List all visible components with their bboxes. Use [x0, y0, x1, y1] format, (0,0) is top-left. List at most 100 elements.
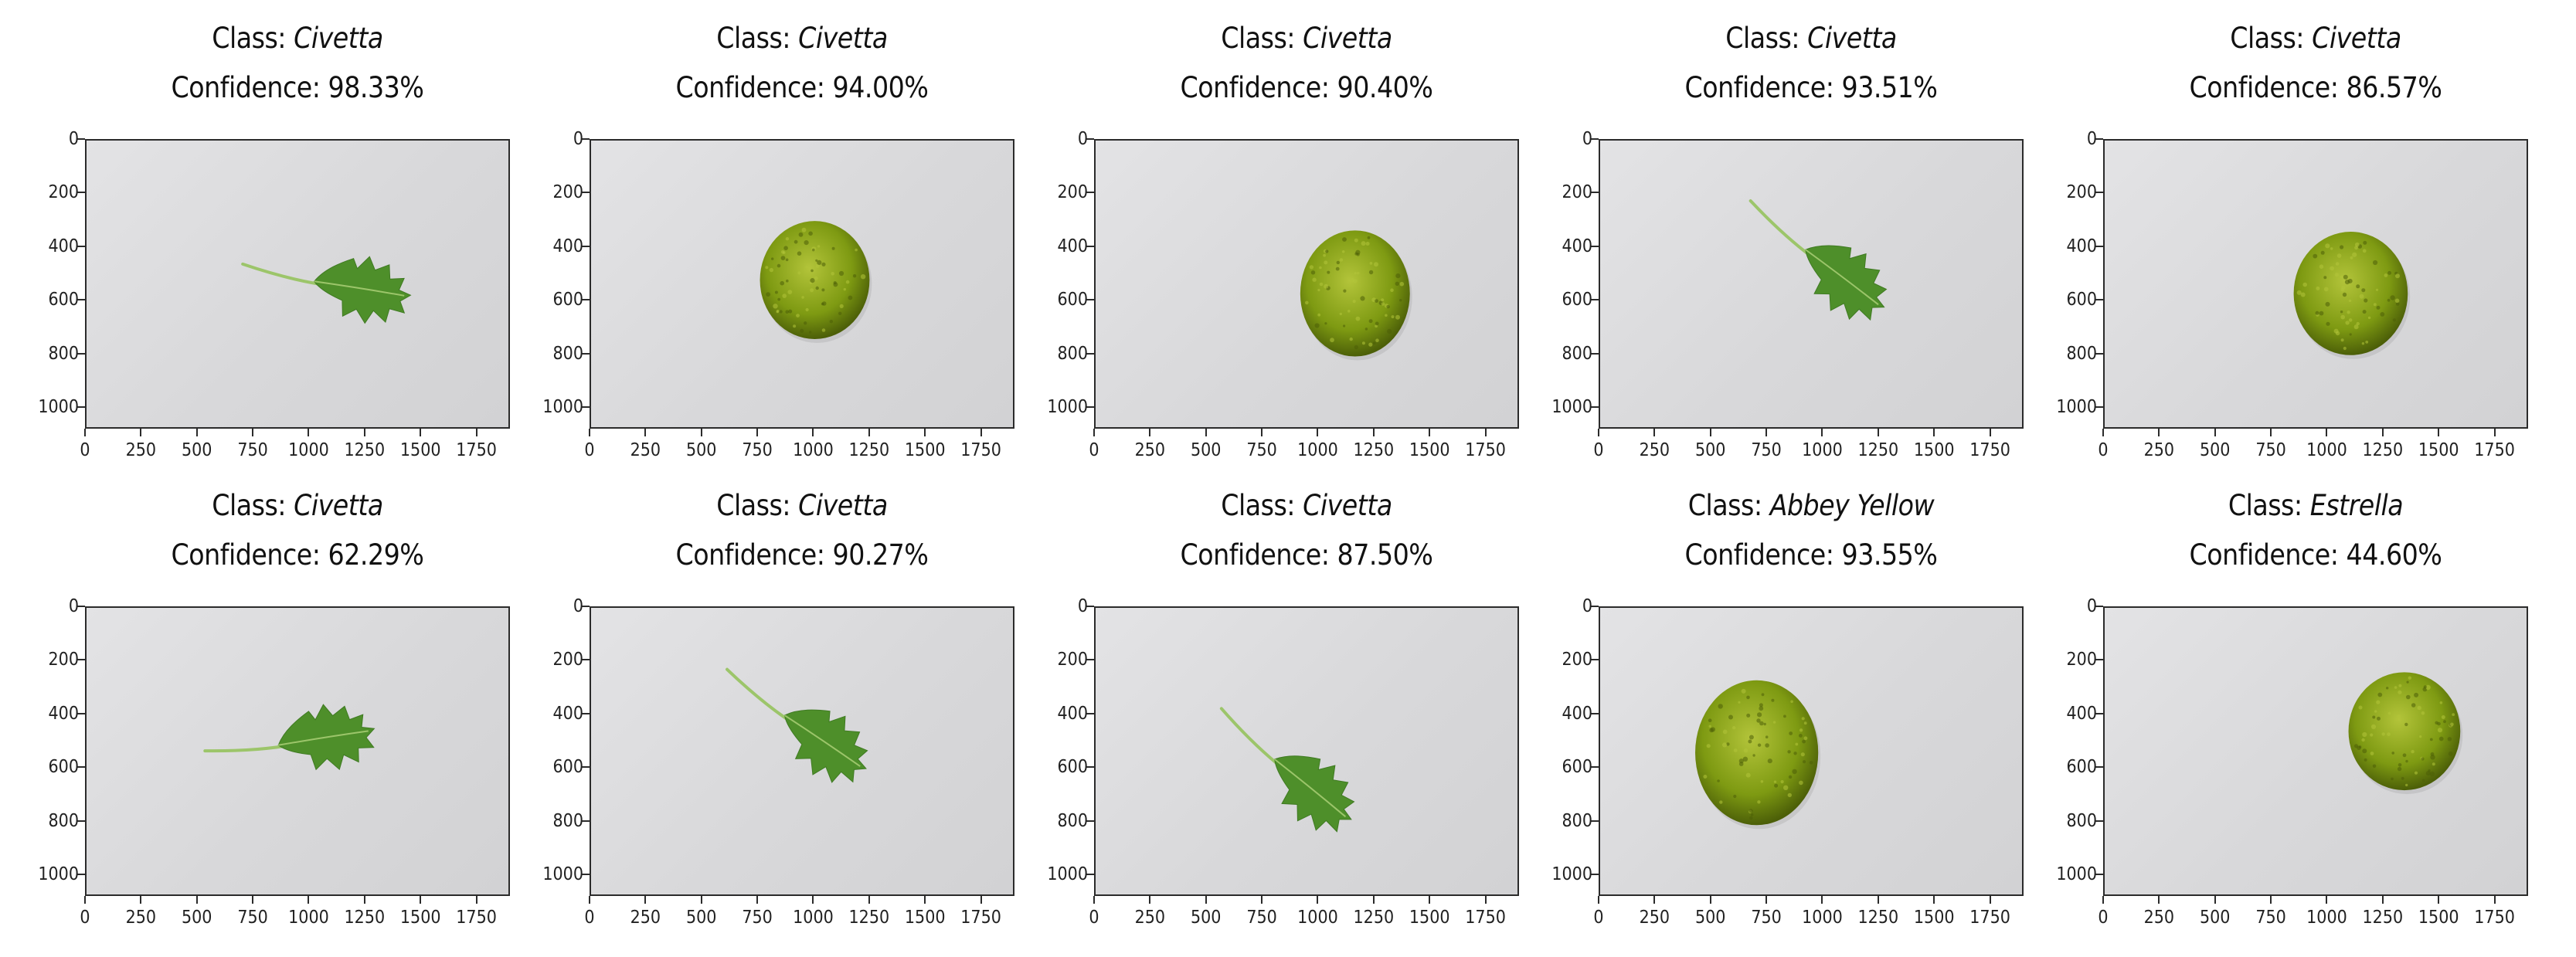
confidence-value: 94.00% [832, 71, 929, 104]
sample-image [1599, 139, 2024, 429]
x-tick-label: 0 [80, 908, 90, 928]
y-tick [1591, 712, 1599, 714]
y-tick-label: 600 [1562, 290, 1593, 311]
y-tick-label: 400 [1562, 703, 1593, 724]
class-label: Class: Abbey Yellow [1599, 484, 2024, 528]
y-tick-label: 400 [2066, 703, 2098, 724]
class-prefix: Class: [1221, 489, 1303, 522]
x-tick [420, 896, 422, 904]
x-tick [195, 429, 198, 436]
x-tick [700, 429, 702, 436]
x-tick-label: 1500 [1409, 440, 1450, 460]
y-tick-label: 0 [1582, 596, 1592, 616]
y-tick [77, 606, 85, 607]
x-tick [2214, 896, 2216, 904]
y-tick-label: 800 [48, 810, 80, 831]
y-tick-label: 800 [1562, 343, 1593, 364]
confidence-prefix: Confidence: [1180, 538, 1337, 572]
y-tick-label: 200 [552, 182, 584, 203]
x-tick-label: 1500 [1913, 440, 1955, 460]
y-tick-label: 400 [48, 236, 80, 256]
x-tick-label: 750 [2255, 440, 2286, 460]
x-tick-label: 1750 [1969, 440, 2010, 460]
x-tick-label: 500 [1694, 908, 1726, 928]
y-tick-label: 1000 [1551, 397, 1592, 418]
y-tick [582, 766, 590, 769]
y-tick [582, 659, 590, 661]
y-tick-label: 1000 [542, 864, 583, 885]
y-tick [1086, 712, 1094, 714]
prediction-panel: Class: Civetta Confidence: 90.27% 0 200 400 6… [505, 467, 1014, 938]
y-tick [582, 874, 590, 876]
x-tick-label: 500 [181, 908, 212, 928]
x-tick-label: 0 [2098, 908, 2109, 928]
x-tick [363, 896, 365, 904]
x-tick [1093, 429, 1095, 436]
x-tick-label: 250 [2143, 908, 2175, 928]
x-tick [2381, 429, 2384, 436]
y-tick-label: 1000 [1047, 864, 1088, 885]
x-tick-label: 250 [125, 440, 157, 460]
confidence-label: Confidence: 87.50% [1094, 534, 1519, 577]
x-tick [589, 896, 590, 904]
y-tick-label: 0 [1077, 596, 1088, 616]
confidence-label: Confidence: 90.27% [590, 534, 1014, 577]
x-tick [2158, 896, 2160, 904]
class-prefix: Class: [212, 22, 294, 55]
x-tick-label: 1250 [1857, 908, 1899, 928]
class-prefix: Class: [2228, 489, 2310, 522]
prediction-panel: Class: Civetta Confidence: 86.57% 0 200 400 6… [2018, 0, 2528, 471]
flower-florets [765, 227, 866, 334]
y-tick-label: 200 [1057, 650, 1089, 670]
sample-image [1094, 606, 1519, 896]
x-tick [1429, 429, 1431, 436]
prediction-panel: Class: Civetta Confidence: 90.40% 0 200 400 6… [1009, 0, 1519, 471]
confidence-prefix: Confidence: [675, 538, 833, 572]
y-tick [1591, 659, 1599, 661]
y-tick-label: 800 [552, 343, 584, 364]
x-tick [2381, 896, 2384, 904]
y-tick-label: 0 [1582, 129, 1592, 149]
x-tick [140, 896, 142, 904]
confidence-label: Confidence: 44.60% [2103, 534, 2528, 577]
class-label: Class: Civetta [1094, 484, 1519, 528]
confidence-label: Confidence: 93.55% [1599, 534, 2024, 577]
class-label: Class: Civetta [1094, 17, 1519, 60]
confidence-value: 62.29% [328, 538, 424, 572]
prediction-panel: Class: Civetta Confidence: 98.33% 0 200 400 6… [0, 0, 510, 471]
y-tick-label: 0 [2086, 596, 2097, 616]
x-tick [756, 896, 759, 904]
x-tick-label: 1000 [1297, 908, 1338, 928]
class-label: Class: Civetta [85, 484, 510, 528]
y-tick [2095, 766, 2103, 769]
x-tick-label: 0 [2098, 440, 2109, 460]
leaf-midrib [314, 280, 405, 297]
x-tick-label: 250 [1134, 908, 1166, 928]
x-tick [1653, 896, 1656, 904]
y-tick [1591, 766, 1599, 769]
leaf-midrib [1274, 758, 1347, 818]
x-tick-label: 500 [1190, 908, 1222, 928]
x-tick-label: 250 [630, 440, 661, 460]
x-tick-label: 500 [685, 908, 717, 928]
x-tick-label: 1750 [960, 908, 1001, 928]
x-tick [2270, 896, 2272, 904]
sample-image [590, 139, 1014, 429]
x-tick [2102, 429, 2104, 436]
y-tick-label: 800 [552, 810, 584, 831]
x-tick-label: 500 [1190, 440, 1222, 460]
y-tick [77, 138, 85, 140]
y-tick [1591, 138, 1599, 140]
x-tick [475, 896, 477, 904]
y-tick-label: 800 [48, 343, 80, 364]
confidence-prefix: Confidence: [2189, 538, 2347, 572]
class-name: Civetta [1303, 22, 1392, 55]
x-tick-label: 1750 [456, 908, 497, 928]
x-tick [1598, 429, 1599, 436]
flower-head [2348, 672, 2461, 791]
x-tick [2102, 896, 2104, 904]
y-tick [77, 299, 85, 301]
x-tick-label: 0 [584, 908, 595, 928]
x-tick [756, 429, 759, 436]
x-tick-label: 500 [181, 440, 212, 460]
